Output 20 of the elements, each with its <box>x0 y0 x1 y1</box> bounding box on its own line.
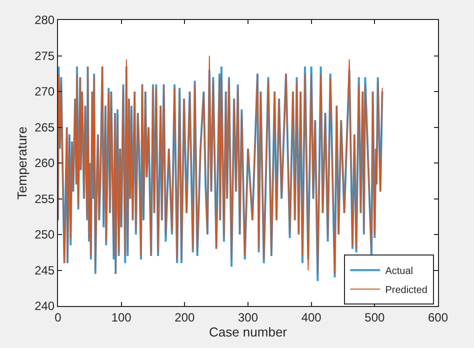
y-tick-label: 280 <box>34 13 55 28</box>
x-tick-label: 500 <box>364 310 385 324</box>
y-tick-label: 240 <box>34 299 55 314</box>
x-tick-label: 400 <box>301 310 322 324</box>
y-tick-label: 270 <box>34 84 55 99</box>
x-tick-label: 200 <box>174 310 195 324</box>
x-tick-label: 100 <box>111 310 132 324</box>
y-tick-label: 265 <box>34 120 55 134</box>
y-axis-title: Temperature <box>14 126 30 200</box>
legend-label: Predicted <box>385 284 428 296</box>
x-tick-label: 300 <box>238 310 258 324</box>
y-tick-label: 250 <box>34 228 55 242</box>
y-tick-label: 260 <box>34 156 55 170</box>
legend-label: Actual <box>385 266 413 277</box>
x-tick-label: 600 <box>428 310 448 324</box>
x-axis-title: Case number <box>208 324 288 340</box>
y-tick-label: 275 <box>34 48 55 63</box>
y-tick-label: 245 <box>34 263 55 278</box>
x-tick-label: 0 <box>54 310 62 324</box>
y-tick-label: 255 <box>34 192 55 206</box>
